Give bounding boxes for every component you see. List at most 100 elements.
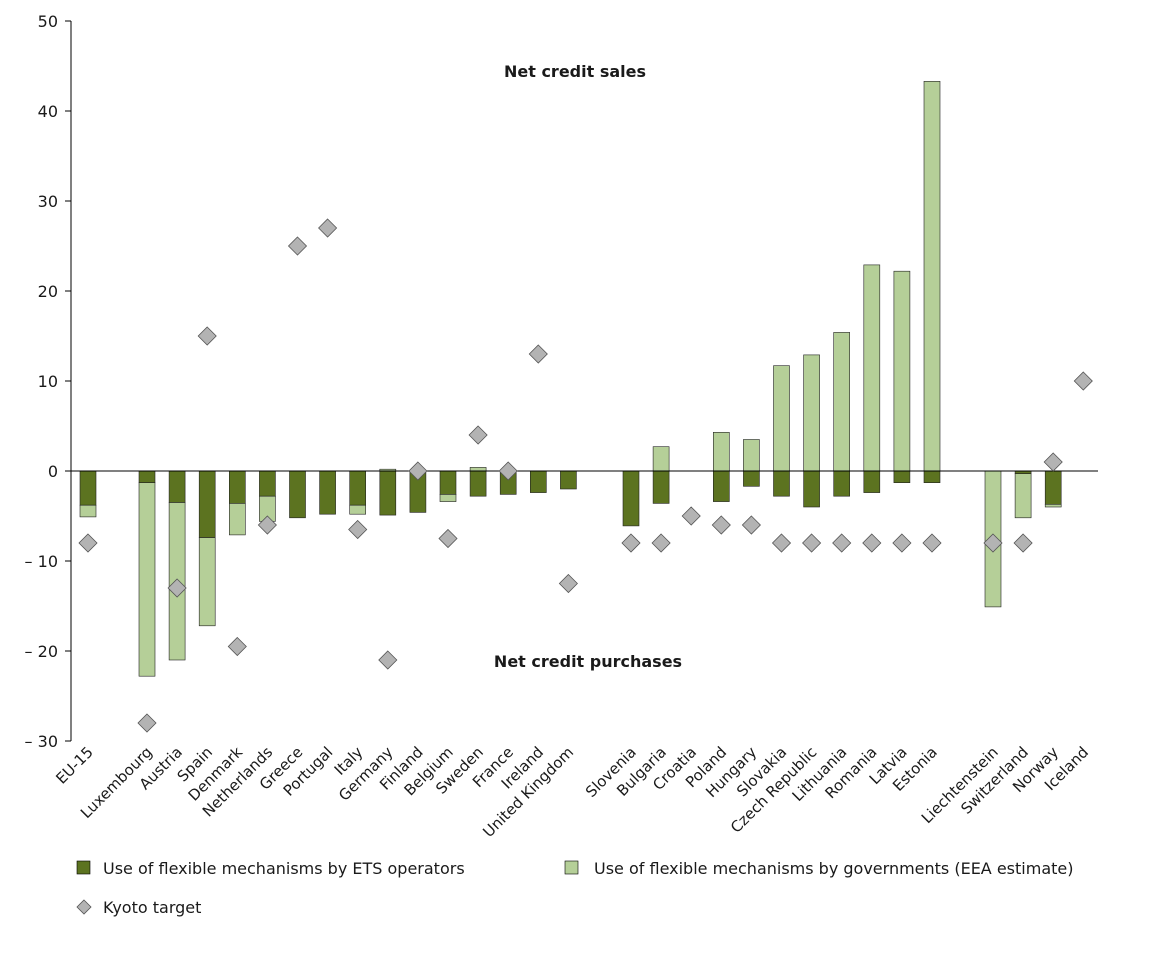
bar-governments-switzerland [1014,473,1032,519]
bar-governments-czech-republic [803,354,820,472]
kyoto-marker-croatia [681,506,701,526]
bar-ets-luxembourg [138,470,156,483]
bar-governments-luxembourg [138,482,156,677]
kyoto-marker-luxembourg [137,713,157,733]
bar-governments-slovakia [773,365,790,472]
annotation-net-credit-purchases: Net credit purchases [494,652,682,671]
bar-governments-poland [712,431,730,472]
bar-ets-belgium [439,470,457,495]
bar-governments-eu-15 [79,504,97,518]
annotation-net-credit-sales: Net credit sales [504,62,646,81]
kyoto-marker-united-kingdom [558,573,578,594]
bar-ets-united-kingdom [560,470,577,490]
kyoto-marker-netherlands [257,515,277,535]
bar-ets-slovenia [622,470,640,527]
bar-governments-norway [1044,503,1062,508]
y-tick-label: 20 [38,282,58,301]
bar-ets-sweden [469,470,487,497]
bar-governments-bulgaria [652,446,670,472]
y-ticks: 50 40 30 20 10 0 – 10 – 20 – 30 [25,12,71,751]
kyoto-marker-eu-15 [78,533,98,553]
bar-governments-estonia [923,81,941,472]
kyoto-marker-slovenia [621,533,641,553]
legend-swatch-ets [76,860,91,875]
bar-ets-denmark [229,470,246,504]
bar-ets-ireland [529,470,547,493]
bar-ets-bulgaria [652,470,670,504]
bar-ets-austria [168,470,186,503]
legend-label-governments: Use of flexible mechanisms by government… [594,859,1073,878]
legend-swatch-kyoto-diamond [76,899,92,915]
y-tick-label: 50 [38,12,58,31]
kyoto-marker-poland [711,515,731,535]
y-tick-label: – 30 [25,732,58,751]
y-tick-label: – 20 [25,642,58,661]
bar-governments-denmark [229,503,246,536]
bar-governments-latvia [893,270,911,472]
kyoto-marker-greece [287,236,308,256]
bar-ets-czech-republic [803,470,820,508]
y-tick-label: 10 [38,372,58,391]
kyoto-marker-czech-republic [802,533,822,553]
y-tick-label: 30 [38,192,58,211]
bar-governments-romania [863,264,881,472]
kyoto-marker-iceland [1073,371,1093,391]
kyoto-marker-lithuania [832,533,852,553]
kyoto-markers [78,218,1093,733]
legend-item-governments: Use of flexible mechanisms by government… [564,859,1073,878]
kyoto-marker-finland [408,461,428,481]
bar-ets-romania [863,470,881,493]
bar-ets-eu-15 [79,470,97,506]
bar-ets-germany [379,470,397,516]
category-labels: EU-15LuxembourgAustriaSpainDenmarkNether… [52,743,1092,841]
kyoto-marker-norway [1043,452,1063,472]
kyoto-marker-austria [167,578,187,598]
category-label: EU-15 [52,743,97,788]
bar-ets-greece [289,470,306,519]
bar-governments-belgium [439,494,457,502]
bar-ets-lithuania [833,470,851,497]
bar-ets-estonia [923,470,941,483]
legend-label-kyoto: Kyoto target [103,898,201,917]
kyoto-marker-hungary [741,515,761,535]
y-tick-label: – 10 [25,552,58,571]
kyoto-marker-sweden [468,425,488,445]
kyoto-marker-ireland [528,344,548,364]
legend-label-ets: Use of flexible mechanisms by ETS operat… [103,859,465,878]
bar-ets-poland [712,470,730,502]
kyoto-marker-liechtenstein [983,533,1003,553]
bar-governments-italy [349,504,367,515]
bar-ets-italy [349,470,367,506]
kyoto-marker-estonia [922,533,942,553]
kyoto-marker-denmark [227,636,247,657]
kyoto-marker-italy [348,519,368,540]
bar-governments-lithuania [833,332,851,472]
kyoto-marker-portugal [318,218,338,238]
kyoto-marker-spain [197,326,217,346]
kyoto-marker-slovakia [771,533,792,553]
legend-item-ets: Use of flexible mechanisms by ETS operat… [76,859,465,878]
bar-ets-portugal [319,470,336,515]
bar-ets-norway [1044,470,1062,505]
bar-ets-hungary [743,470,760,487]
y-tick-label: 40 [38,102,58,121]
bar-ets-latvia [893,470,911,483]
kyoto-marker-latvia [892,533,912,553]
bar-ets-spain [198,470,216,538]
kyoto-marker-france [498,461,518,481]
kyoto-marker-bulgaria [651,533,671,553]
bar-ets-slovakia [773,470,790,497]
kyoto-marker-romania [862,533,882,553]
legend-item-kyoto: Kyoto target [76,898,201,917]
legend: Use of flexible mechanisms by ETS operat… [76,859,1073,917]
axes-layer [70,21,1098,741]
legend-swatch-governments [564,860,579,875]
bar-governments-sweden [469,467,487,472]
bar-governments-spain [198,537,216,627]
kyoto-marker-belgium [438,528,458,549]
kyoto-marker-germany [378,650,398,670]
kyoto-marker-switzerland [1013,533,1033,553]
y-tick-label: 0 [48,462,58,481]
